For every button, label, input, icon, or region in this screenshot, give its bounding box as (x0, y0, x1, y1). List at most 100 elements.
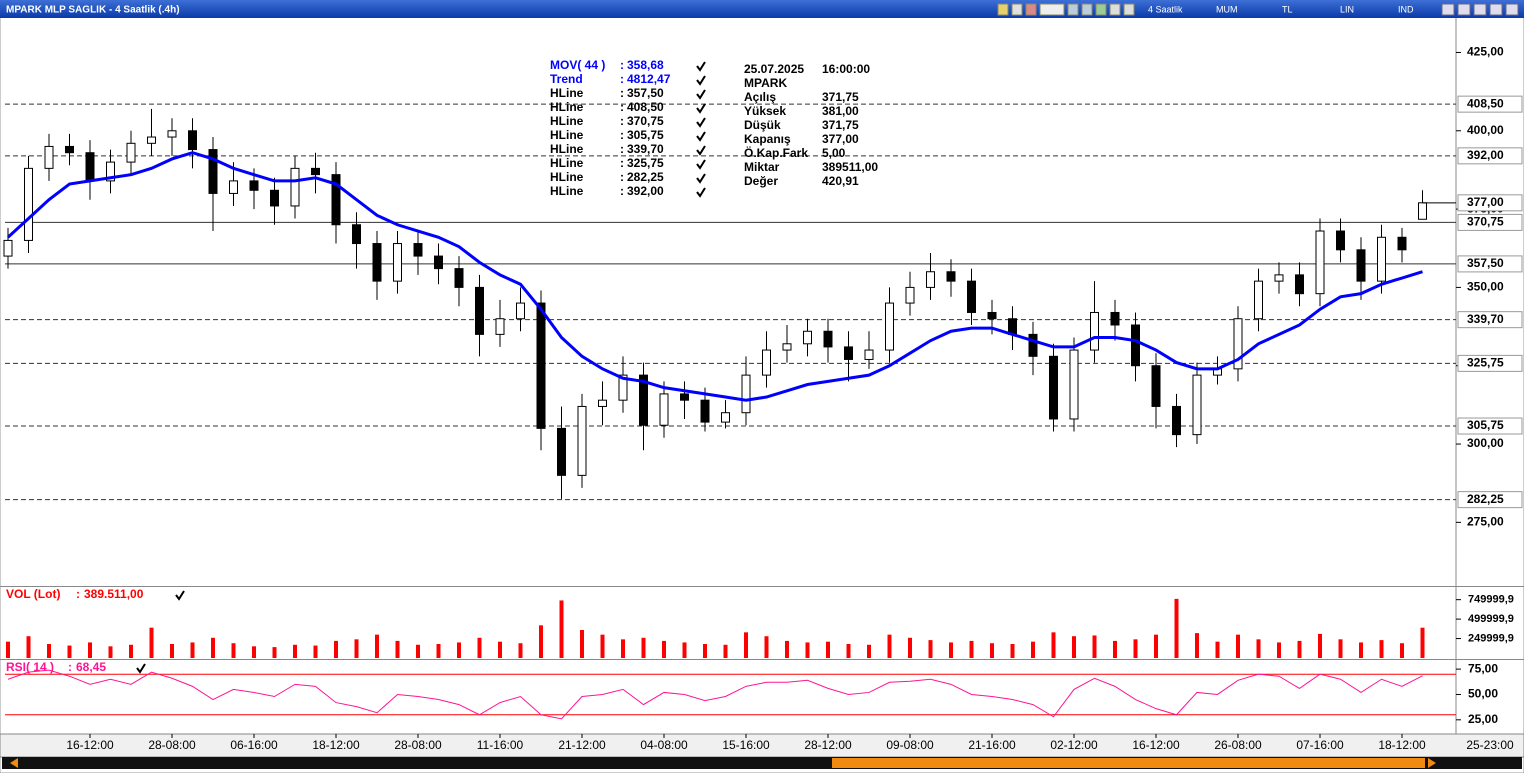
candle-body (454, 268, 464, 288)
x-tick-label: 28-08:00 (394, 738, 442, 752)
info-label: Değer (744, 174, 778, 188)
legend-name: HLine (550, 142, 584, 156)
button[interactable] (1505, 3, 1519, 16)
info-label: Miktar (744, 160, 780, 174)
volume-bar (395, 640, 400, 658)
volume-bar (1297, 640, 1302, 658)
volume-bar (88, 642, 92, 658)
volume-bar (6, 641, 10, 658)
button[interactable] (1489, 3, 1503, 16)
tool-icon[interactable] (1123, 3, 1135, 16)
toolbar-item[interactable]: MUM (1216, 4, 1238, 14)
candle-body (249, 180, 259, 191)
legend-name: Trend (550, 72, 583, 86)
candle-body (516, 302, 525, 320)
volume-bar (969, 640, 974, 658)
candle-body (1049, 355, 1058, 420)
legend-separator: : (620, 128, 624, 142)
hline-label-bg (1457, 213, 1523, 231)
volume-bar (1113, 640, 1117, 658)
candle-body (987, 311, 997, 320)
legend-value: 4812,47 (627, 72, 671, 86)
check-icon (696, 103, 706, 114)
volume-bar (723, 644, 728, 658)
candle-body (659, 393, 669, 426)
candle-body (536, 302, 546, 429)
candle-body (188, 130, 197, 151)
volume-bar (477, 637, 482, 658)
legend-name: HLine (550, 128, 584, 142)
candle-body (577, 405, 587, 476)
button[interactable] (1473, 3, 1487, 16)
candle-body (1090, 311, 1099, 351)
volume-bar (1174, 598, 1179, 658)
legend-name: HLine (550, 184, 584, 198)
candle-body (434, 255, 443, 270)
volume-bar (1051, 632, 1056, 658)
scroll-arrow[interactable] (10, 758, 18, 768)
volume-bar (457, 642, 461, 658)
volume-bar (252, 646, 256, 658)
info-value: 371,75 (822, 118, 859, 132)
volume-bar (375, 634, 379, 658)
info-label: Ö.Kap.Fark (744, 145, 808, 160)
legend-value: 325,75 (627, 156, 664, 170)
volume-bar (1092, 635, 1097, 658)
toolbar-item[interactable]: 4 Saatlik (1148, 4, 1183, 14)
x-tick-label: 06-16:00 (230, 738, 278, 752)
last-price-label: 377,00 (1467, 195, 1504, 209)
hline-label: 282,25 (1467, 492, 1504, 506)
volume-bar (313, 645, 318, 658)
volume-bar (744, 632, 748, 658)
tool-icon[interactable] (1067, 3, 1079, 16)
toolbar-item[interactable]: TL (1282, 4, 1293, 14)
tool-icon[interactable] (1081, 3, 1093, 16)
volume-bar (231, 643, 236, 658)
tool-icon[interactable] (1109, 3, 1121, 16)
candle-body (1356, 249, 1366, 282)
candle-body (3, 239, 13, 257)
tool-icon[interactable] (1039, 3, 1065, 16)
volume-bar (682, 642, 687, 658)
scroll-arrow[interactable] (1428, 758, 1436, 768)
volume-bar (559, 600, 564, 658)
toolbar-item[interactable]: LIN (1340, 4, 1354, 14)
candle-body (208, 149, 218, 194)
volume-bar (190, 642, 195, 658)
button[interactable] (1441, 3, 1455, 16)
volume-bar (826, 641, 830, 658)
volume-bar (293, 644, 297, 658)
candle-body (352, 224, 361, 245)
y-tick-label: 275,00 (1467, 515, 1504, 529)
toolbar-item[interactable]: IND (1398, 4, 1414, 14)
legend-value: 392,00 (627, 184, 664, 198)
candle-body (147, 136, 156, 144)
tool-icon[interactable] (997, 3, 1009, 16)
tool-icon[interactable] (1025, 3, 1037, 16)
candle-body (106, 161, 115, 182)
volume-bar (67, 645, 72, 658)
button[interactable] (1457, 3, 1471, 16)
volume-bar (703, 644, 707, 658)
volume-bar (846, 644, 851, 658)
x-tick-label: 21-12:00 (558, 738, 606, 752)
title-bar (0, 0, 1524, 18)
volume-tick-label: 499999,9 (1468, 613, 1514, 625)
x-tick-label: 18-12:00 (1378, 738, 1426, 752)
x-tick-label: 21-16:00 (968, 738, 1016, 752)
info-value: 420,91 (822, 174, 859, 188)
y-tick-label: 400,00 (1467, 123, 1504, 137)
rsi-value: 68,45 (76, 660, 106, 674)
check-icon (696, 159, 706, 170)
volume-bar (1277, 642, 1281, 658)
candle-body (1295, 274, 1304, 295)
legend-separator: : (620, 170, 624, 184)
scroll-thumb[interactable] (832, 758, 1425, 768)
tool-icon[interactable] (1095, 3, 1107, 16)
candle-body (229, 180, 238, 194)
legend-separator: : (620, 58, 624, 72)
volume-bar (580, 630, 584, 658)
x-tick-label: 16-12:00 (66, 738, 114, 752)
tool-icon[interactable] (1011, 3, 1023, 16)
